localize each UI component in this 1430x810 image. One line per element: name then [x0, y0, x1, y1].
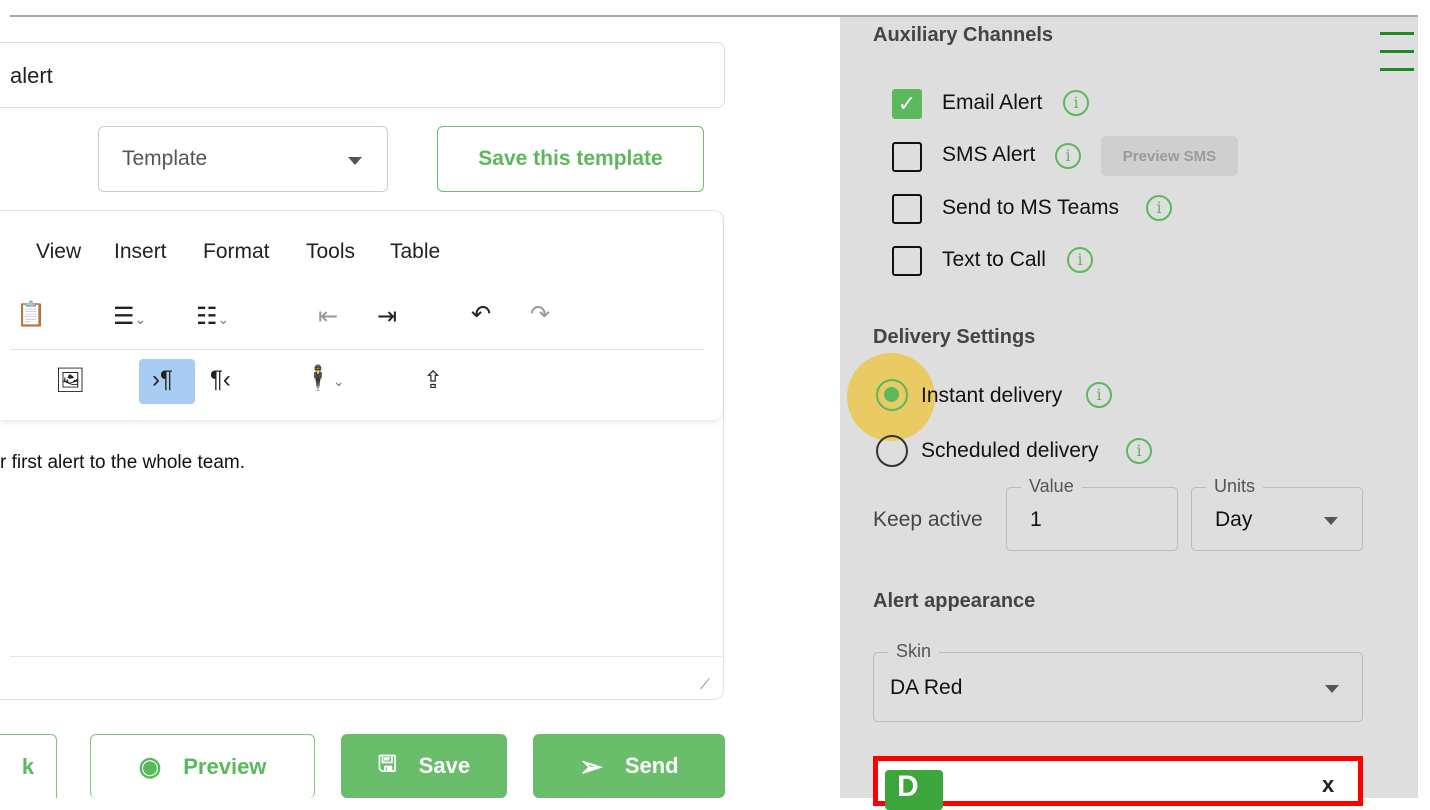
- scheduled-delivery-label: Scheduled delivery: [921, 439, 1099, 462]
- caret-down-icon: [1324, 517, 1338, 525]
- email-alert-checkbox[interactable]: ✓: [892, 89, 922, 119]
- editor-body-text[interactable]: r first alert to the whole team.: [0, 452, 245, 473]
- menu-tools[interactable]: Tools: [306, 240, 356, 263]
- rtl-paragraph-icon[interactable]: ¶‹: [210, 366, 231, 393]
- rich-text-editor[interactable]: [0, 210, 724, 700]
- status-divider: [10, 656, 722, 657]
- floppy-icon: 🖫: [377, 751, 397, 776]
- skin-select[interactable]: Skin DA Red: [873, 641, 1363, 722]
- save-label: Save: [418, 753, 471, 778]
- units-legend: Units: [1206, 476, 1264, 497]
- numbered-list-icon[interactable]: ☷⌄: [196, 303, 230, 330]
- instant-delivery-radio[interactable]: [876, 379, 908, 411]
- menu-format[interactable]: Format: [203, 240, 270, 263]
- skin-legend: Skin: [888, 641, 940, 662]
- units-value: Day: [1215, 508, 1253, 531]
- sms-alert-checkbox[interactable]: [892, 142, 922, 172]
- accessibility-icon[interactable]: 🕴⌄: [303, 365, 345, 392]
- info-icon[interactable]: i: [1067, 247, 1093, 273]
- menu-icon[interactable]: [1380, 32, 1414, 86]
- text-to-call-checkbox[interactable]: [892, 246, 922, 276]
- send-icon: ➢: [579, 750, 603, 782]
- menu-table[interactable]: Table: [390, 240, 441, 263]
- aux-channels-heading: Auxiliary Channels: [873, 24, 1054, 46]
- email-alert-label: Email Alert: [942, 91, 1043, 114]
- outdent-icon[interactable]: ⇤: [318, 303, 339, 330]
- ltr-paragraph-icon[interactable]: ›¶: [152, 366, 173, 393]
- upload-icon[interactable]: ⇪: [423, 367, 444, 394]
- send-button[interactable]: ➢ Send: [533, 734, 725, 798]
- sms-alert-label: SMS Alert: [942, 143, 1036, 166]
- alert-appearance-heading: Alert appearance: [873, 590, 1036, 612]
- template-select-value: Template: [122, 147, 208, 170]
- close-icon[interactable]: x: [1322, 772, 1335, 797]
- instant-delivery-label: Instant delivery: [921, 384, 1063, 407]
- send-label: Send: [624, 753, 679, 778]
- info-icon[interactable]: i: [1055, 143, 1081, 169]
- value-input[interactable]: Value 1: [1006, 476, 1178, 551]
- menu-view[interactable]: View: [36, 240, 82, 263]
- info-icon[interactable]: i: [1086, 382, 1112, 408]
- ms-teams-checkbox[interactable]: [892, 194, 922, 224]
- alert-title-input[interactable]: alert: [0, 42, 725, 108]
- top-divider: [10, 15, 1418, 17]
- save-button[interactable]: 🖫 Save: [341, 734, 507, 798]
- scheduled-delivery-radio[interactable]: [876, 435, 908, 467]
- eye-icon: ◉: [138, 751, 162, 781]
- text-to-call-label: Text to Call: [942, 248, 1046, 271]
- skin-preview: [873, 756, 1363, 806]
- save-template-button[interactable]: Save this template: [437, 126, 704, 192]
- menu-insert[interactable]: Insert: [114, 240, 167, 263]
- value-text: 1: [1030, 508, 1042, 531]
- skin-value: DA Red: [890, 676, 963, 699]
- brand-logo: D: [885, 770, 943, 810]
- ms-teams-label: Send to MS Teams: [942, 196, 1120, 219]
- preview-button[interactable]: ◉ Preview: [90, 734, 315, 798]
- delivery-settings-heading: Delivery Settings: [873, 326, 1036, 348]
- bullet-list-icon[interactable]: ☰⌄: [113, 303, 147, 330]
- preview-sms-button[interactable]: Preview SMS: [1101, 136, 1238, 176]
- info-icon[interactable]: i: [1126, 438, 1152, 464]
- ltr-button[interactable]: [139, 359, 195, 404]
- keep-active-label: Keep active: [873, 508, 983, 531]
- image-icon[interactable]: 🖼: [55, 367, 86, 394]
- info-icon[interactable]: i: [1063, 90, 1089, 116]
- resize-handle-icon[interactable]: ⟋: [700, 676, 710, 692]
- indent-icon[interactable]: ⇥: [377, 303, 398, 330]
- toolbar-divider: [10, 349, 704, 350]
- undo-icon[interactable]: ↶: [471, 301, 492, 328]
- caret-down-icon: [1325, 685, 1339, 693]
- preview-label: Preview: [183, 753, 267, 779]
- redo-icon[interactable]: ↷: [530, 301, 551, 328]
- back-label: k: [21, 753, 35, 779]
- units-select[interactable]: Units Day: [1191, 476, 1363, 551]
- caret-down-icon: [348, 157, 362, 165]
- template-select[interactable]: Template: [98, 126, 388, 192]
- back-button[interactable]: k: [0, 734, 57, 798]
- value-legend: Value: [1021, 476, 1082, 497]
- editor-toolbar: [0, 210, 722, 420]
- info-icon[interactable]: i: [1146, 195, 1172, 221]
- paste-icon[interactable]: 📋: [16, 301, 46, 328]
